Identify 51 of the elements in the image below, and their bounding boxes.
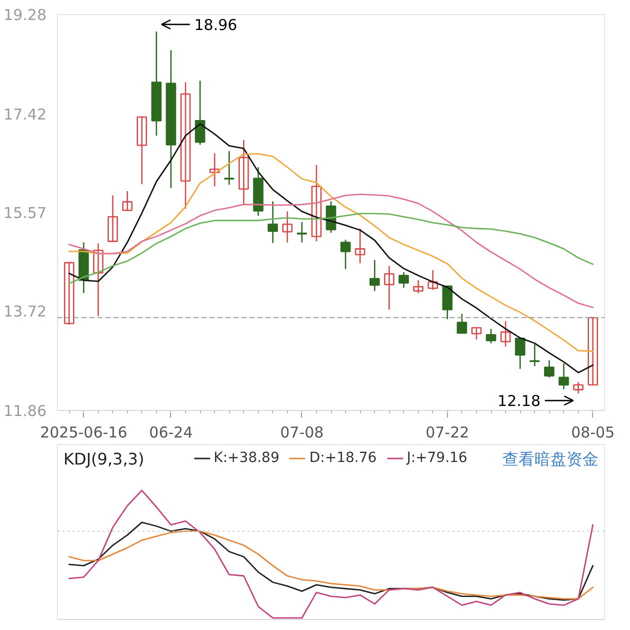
line-series bbox=[68, 153, 594, 352]
candlestick bbox=[340, 239, 351, 270]
y-tick-label: 13.72 bbox=[4, 302, 47, 321]
line-series bbox=[68, 212, 594, 284]
candlestick bbox=[486, 328, 496, 344]
candlestick bbox=[224, 150, 234, 186]
chart-title: KDJ(9,3,3) bbox=[64, 450, 144, 468]
candlestick bbox=[442, 284, 453, 320]
candlestick bbox=[136, 116, 148, 185]
y-tick-label: 19.28 bbox=[4, 6, 47, 24]
candlestick bbox=[93, 242, 104, 317]
candlestick bbox=[544, 360, 554, 378]
candlestick bbox=[428, 269, 438, 291]
candlestick bbox=[514, 338, 526, 370]
candlestick bbox=[384, 265, 394, 310]
y-tick-label: 17.42 bbox=[4, 105, 47, 124]
candlestick bbox=[268, 200, 278, 244]
x-tick-label: 07-22 bbox=[426, 424, 470, 442]
y-tick-label: 11.86 bbox=[4, 402, 47, 420]
legend-label: J:+79.16 bbox=[406, 450, 468, 466]
x-tick-label: 2025-06-16 bbox=[40, 424, 128, 442]
candlestick bbox=[64, 262, 74, 326]
candlestick bbox=[369, 259, 380, 292]
candlestick bbox=[282, 210, 293, 244]
x-tick-label: 08-05 bbox=[571, 424, 615, 442]
candlestick bbox=[122, 190, 132, 212]
candlestick bbox=[413, 280, 424, 294]
candlestick bbox=[530, 344, 540, 367]
legend-label: D:+18.76 bbox=[309, 450, 377, 466]
candlestick bbox=[558, 362, 569, 390]
legend-label: K:+38.89 bbox=[214, 450, 280, 466]
candlestick bbox=[209, 152, 220, 187]
annotation: 12.18 bbox=[498, 392, 540, 410]
candlestick bbox=[471, 327, 482, 340]
candlestick bbox=[296, 221, 308, 244]
candlestick bbox=[398, 272, 409, 288]
candlestick bbox=[500, 320, 511, 348]
candlestick bbox=[311, 164, 322, 242]
candlestick bbox=[354, 228, 366, 264]
candlestick bbox=[573, 382, 584, 394]
candlestick bbox=[108, 194, 118, 242]
candlestick bbox=[180, 82, 191, 210]
annotation: 18.96 bbox=[194, 16, 238, 34]
text: 查看暗盘资金 bbox=[502, 450, 598, 468]
x-tick-label: 06-24 bbox=[149, 424, 193, 442]
line-series bbox=[68, 194, 594, 308]
y-tick-label: 15.57 bbox=[4, 204, 47, 222]
candlestick bbox=[238, 139, 249, 206]
candlestick bbox=[456, 313, 468, 334]
x-tick-label: 07-08 bbox=[280, 424, 324, 442]
candlestick bbox=[588, 316, 598, 386]
